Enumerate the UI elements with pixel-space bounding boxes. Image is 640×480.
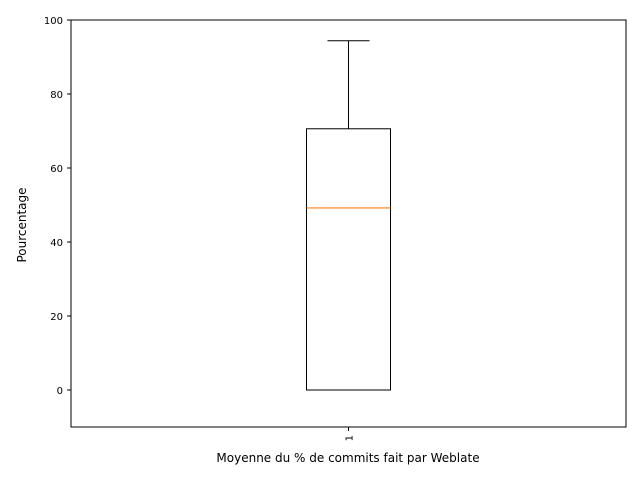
y-tick-label: 80 — [50, 90, 63, 101]
y-tick-label: 100 — [44, 16, 63, 27]
y-tick-label: 0 — [57, 386, 63, 397]
box-iqr — [306, 128, 391, 391]
y-tick-label: 40 — [50, 238, 63, 249]
axes: 1 0 20 40 60 80 100 — [44, 16, 627, 441]
y-axis-label: Pourcentage — [15, 187, 29, 262]
axes-frame — [70, 19, 627, 428]
plot-area — [306, 40, 391, 391]
y-tick-label: 20 — [50, 312, 63, 323]
x-axis-label: Moyenne du % de commits fait par Weblate — [216, 451, 479, 465]
box-group-1 — [306, 40, 391, 391]
y-tick-label: 60 — [50, 164, 63, 175]
x-tick-label: 1 — [345, 435, 356, 441]
